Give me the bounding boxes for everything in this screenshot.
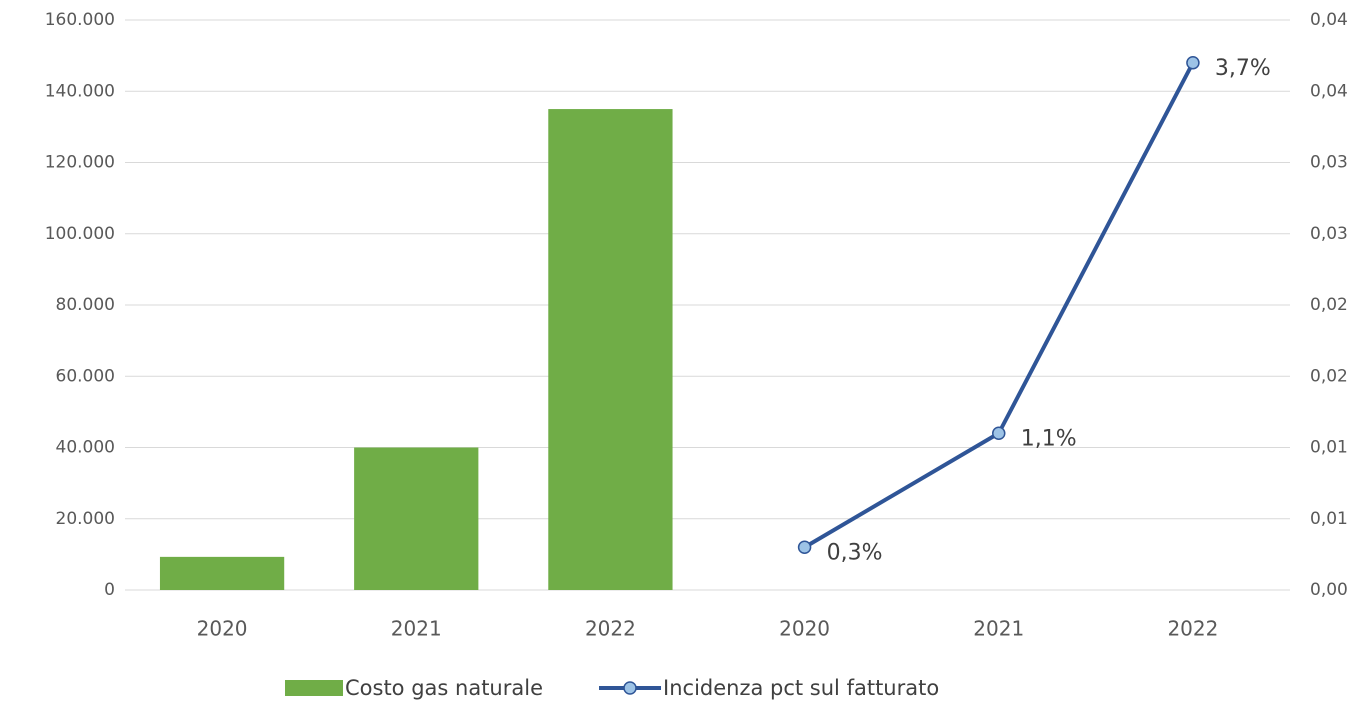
data-label: 0,3% [827,540,883,565]
marker [797,540,812,554]
legend-label: Incidenza pct sul fatturato [663,676,939,700]
y-tick-label: 0 [104,580,115,600]
y2-tick-label: 0,04 [1310,10,1348,30]
y2-tick-label: 0,03 [1310,153,1348,173]
data-label: 3,7% [1215,56,1271,81]
bar [159,556,285,590]
x-tick-label: 2021 [973,617,1024,641]
y-tick-label: 80.000 [56,295,115,315]
x-tick-label: 2020 [779,617,830,641]
marker [992,426,1006,440]
y-tick-label: 120.000 [45,153,115,173]
x-tick-label: 2020 [197,617,248,641]
x-tick-label: 2022 [585,617,636,641]
y-tick-label: 160.000 [45,10,115,30]
y2-tick-label: 0,01 [1310,438,1348,458]
data-label: 1,1% [1021,426,1077,451]
y2-tick-label: 0,02 [1310,295,1348,315]
legend-swatch [285,680,343,696]
legend-label: Costo gas naturale [345,676,543,700]
bar [548,109,673,590]
y2-tick-label: 0,02 [1310,366,1348,386]
y2-tick-label: 0,04 [1310,81,1348,101]
x-tick-label: 2022 [1167,617,1218,641]
y2-tick-label: 0,03 [1310,224,1348,244]
y-tick-label: 140.000 [45,81,115,101]
bar [354,447,479,590]
y-tick-label: 40.000 [56,438,115,458]
y2-tick-label: 0,01 [1310,509,1348,529]
y2-tick-label: 0,00 [1310,580,1348,600]
x-tick-label: 2021 [391,617,442,641]
legend-marker [623,681,637,695]
y-tick-label: 20.000 [56,509,115,529]
marker [1186,56,1200,70]
y-tick-label: 60.000 [56,366,115,386]
y-tick-label: 100.000 [45,224,115,244]
